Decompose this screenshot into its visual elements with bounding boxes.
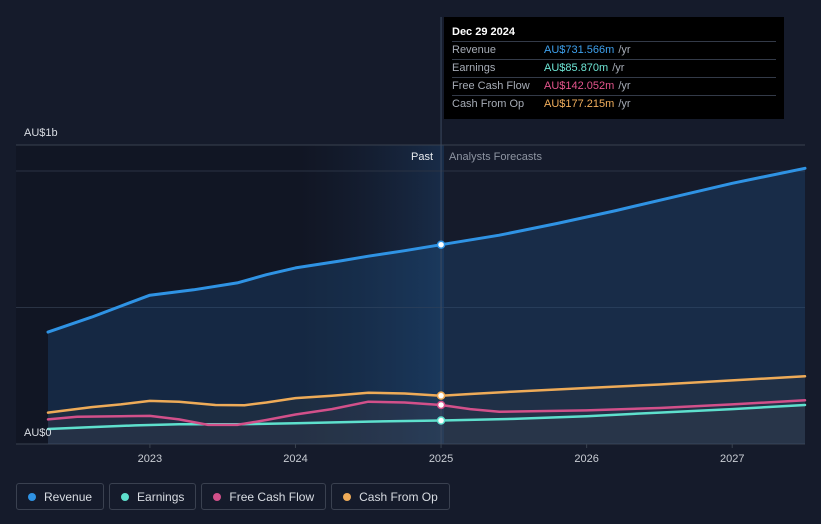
free-cash-flow-line bbox=[46, 399, 807, 427]
tooltip-unit: /yr bbox=[618, 80, 631, 92]
cash-from-op-area bbox=[48, 376, 805, 444]
legend-dot-icon bbox=[343, 492, 352, 501]
x-tick-label: 2023 bbox=[138, 453, 162, 465]
tooltip-unit: /yr bbox=[618, 98, 631, 110]
free-cash-flow-area bbox=[48, 400, 805, 444]
y-axis-top-label: AU$1b bbox=[24, 127, 58, 139]
cash-from-op-marker[interactable] bbox=[436, 391, 446, 400]
legend-item-cash-from-op[interactable]: Cash From Op bbox=[331, 483, 450, 510]
tooltip-value: AU$731.566m bbox=[544, 44, 615, 56]
earnings-marker[interactable] bbox=[436, 416, 446, 425]
tooltip-label: Free Cash Flow bbox=[452, 80, 530, 92]
legend-dot-icon bbox=[28, 492, 36, 501]
revenue-marker[interactable] bbox=[436, 240, 446, 249]
tooltip-value: AU$142.052m bbox=[544, 80, 615, 92]
revenue-line bbox=[46, 166, 807, 334]
legend-label: Revenue bbox=[44, 489, 93, 504]
x-tick-label: 2026 bbox=[574, 453, 598, 465]
forecast-label: Analysts Forecasts bbox=[449, 151, 542, 163]
legend: Revenue Earnings Free Cash Flow Cash Fro… bbox=[16, 483, 450, 510]
legend-item-free-cash-flow[interactable]: Free Cash Flow bbox=[201, 483, 327, 510]
legend-label: Cash From Op bbox=[359, 489, 438, 504]
cash-from-op-line bbox=[46, 375, 807, 414]
tooltip-date: Dec 29 2024 bbox=[452, 26, 515, 38]
tooltip: Dec 29 2024 Revenue AU$731.566m /yr Earn… bbox=[444, 17, 784, 119]
legend-label: Earnings bbox=[137, 489, 185, 504]
tooltip-label: Earnings bbox=[452, 62, 496, 74]
earnings-area bbox=[48, 405, 805, 444]
tooltip-row-earnings: Earnings AU$85.870m /yr bbox=[452, 59, 776, 77]
tooltip-label: Revenue bbox=[452, 44, 497, 56]
earnings-line bbox=[46, 403, 807, 431]
tooltip-row-free-cash-flow: Free Cash Flow AU$142.052m /yr bbox=[452, 77, 776, 95]
x-tick-label: 2024 bbox=[283, 453, 307, 465]
tooltip-row-cash-from-op: Cash From Op AU$177.215m /yr bbox=[452, 95, 776, 113]
legend-item-earnings[interactable]: Earnings bbox=[109, 483, 197, 510]
tooltip-value: AU$85.870m bbox=[544, 62, 609, 74]
x-tick-label: 2025 bbox=[429, 453, 453, 465]
revenue-area bbox=[48, 168, 805, 445]
tooltip-unit: /yr bbox=[618, 44, 631, 56]
legend-item-revenue[interactable]: Revenue bbox=[16, 483, 105, 510]
legend-dot-icon bbox=[121, 492, 130, 501]
legend-dot-icon bbox=[213, 492, 222, 501]
tooltip-row-revenue: Revenue AU$731.566m /yr bbox=[452, 41, 776, 59]
x-tick-label: 2027 bbox=[720, 453, 744, 465]
free-cash-flow-marker[interactable] bbox=[436, 400, 446, 410]
tooltip-unit: /yr bbox=[612, 62, 625, 74]
y-axis-bottom-label: AU$0 bbox=[24, 427, 52, 439]
past-label: Past bbox=[411, 151, 433, 163]
tooltip-value: AU$177.215m bbox=[544, 98, 615, 110]
tooltip-label: Cash From Op bbox=[452, 98, 525, 110]
legend-label: Free Cash Flow bbox=[229, 489, 315, 504]
